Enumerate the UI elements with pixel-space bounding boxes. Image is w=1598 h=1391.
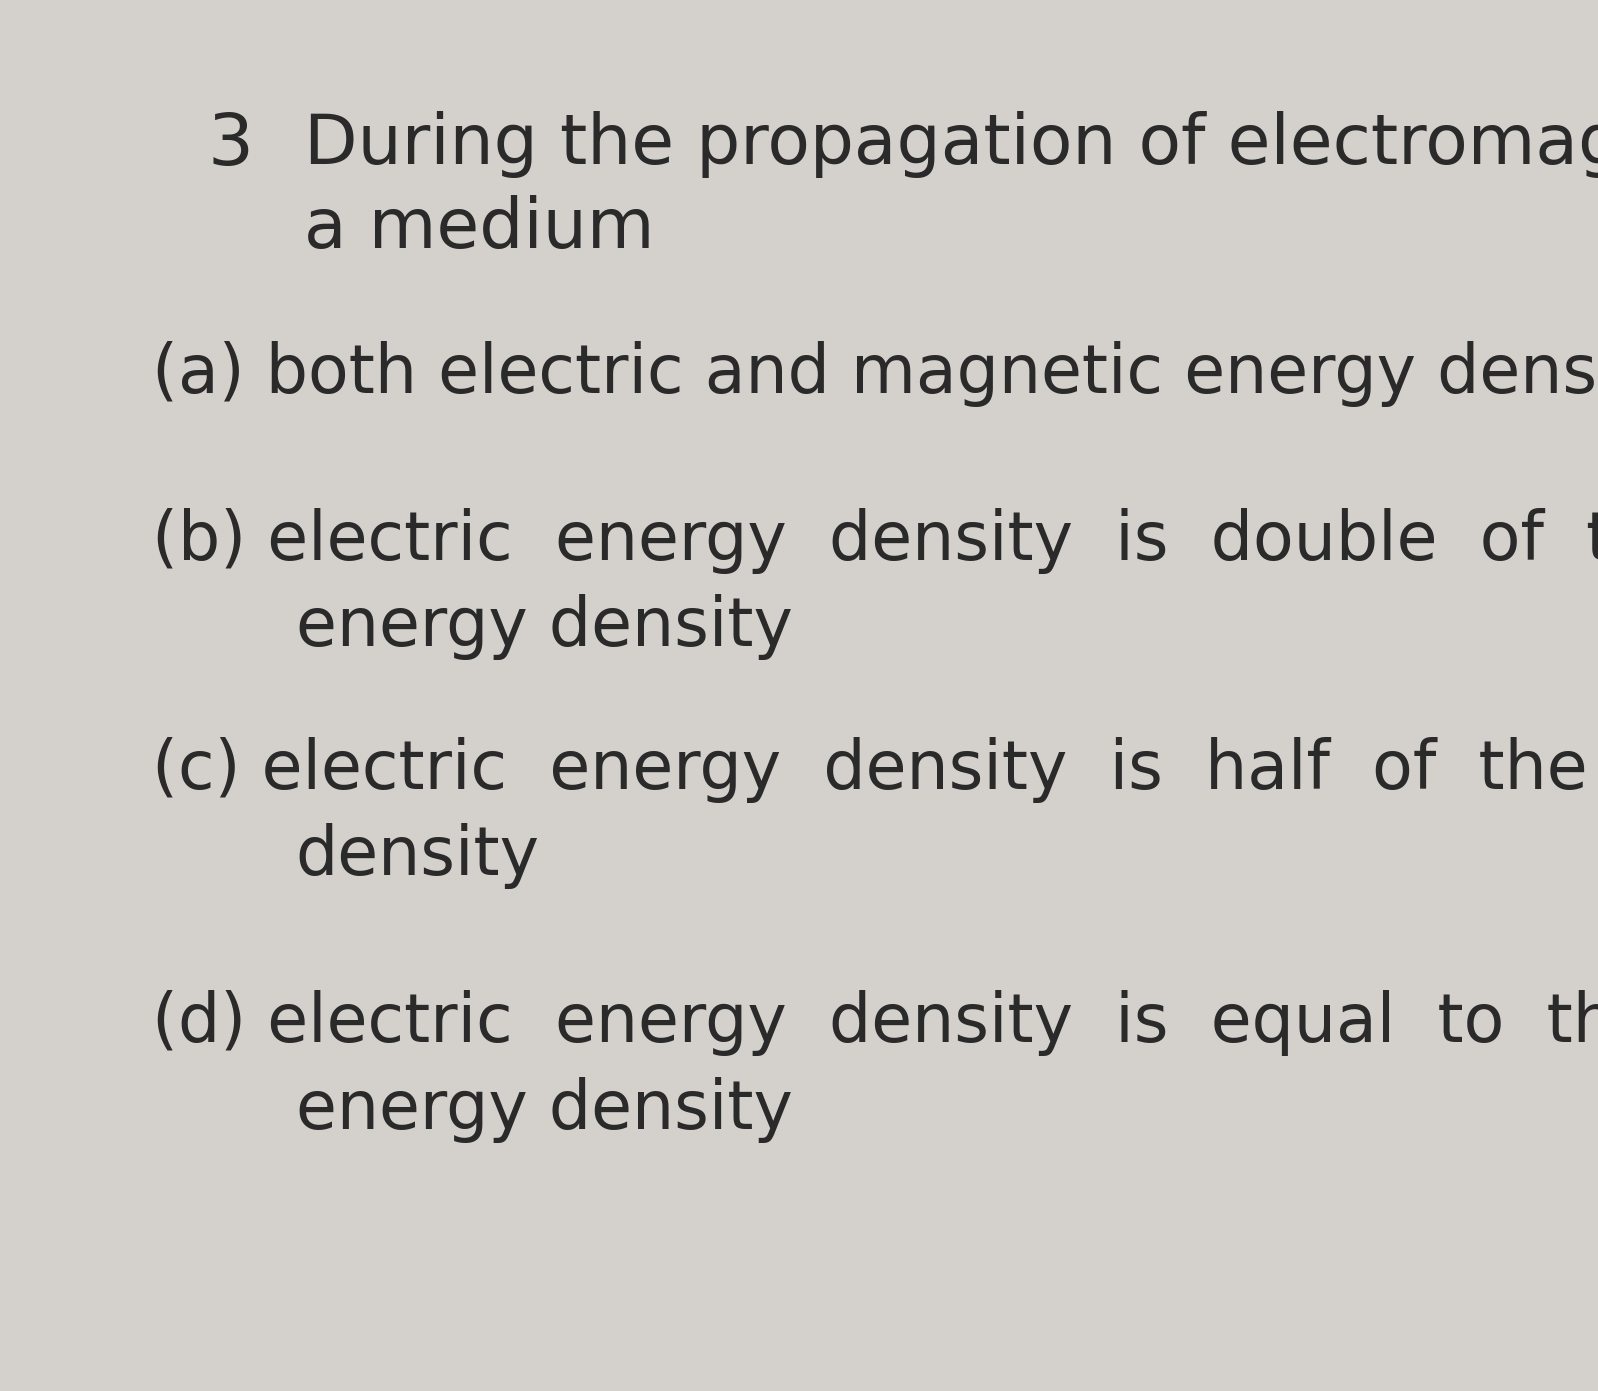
Text: (d) electric  energy  density  is  equal  to  the  magnetic: (d) electric energy density is equal to … (152, 990, 1598, 1056)
Text: 3: 3 (208, 111, 254, 181)
Text: energy density: energy density (296, 1077, 793, 1142)
Text: energy density: energy density (296, 594, 793, 659)
Text: (b) electric  energy  density  is  double  of  the  magnetic: (b) electric energy density is double of… (152, 508, 1598, 573)
Text: (c) electric  energy  density  is  half  of  the  magnetic  energy: (c) electric energy density is half of t… (152, 737, 1598, 803)
Text: During the propagation of electromagnetic waves in: During the propagation of electromagneti… (304, 111, 1598, 178)
Text: density: density (296, 823, 540, 889)
Text: a medium: a medium (304, 195, 654, 262)
Text: (a) both electric and magnetic energy densities are zero: (a) both electric and magnetic energy de… (152, 341, 1598, 406)
